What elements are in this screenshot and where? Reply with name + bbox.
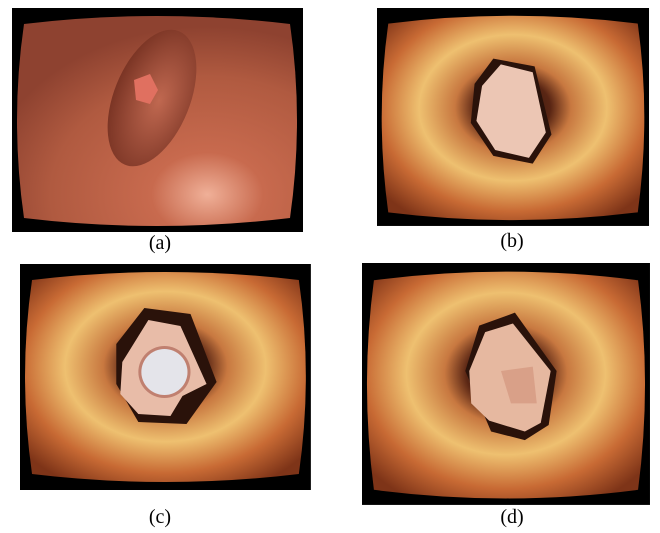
- panel-d-image: [362, 263, 650, 505]
- figure: (a) (b) (c) (d): [0, 0, 660, 533]
- page: {"panels": [{"label": "(a)"}, {"label": …: [0, 0, 660, 533]
- panel-a-image: [12, 8, 303, 232]
- disc: [141, 349, 187, 395]
- panel-c-image: [20, 264, 311, 490]
- caption: (b): [500, 230, 523, 252]
- caption: (c): [149, 506, 171, 528]
- panel-b-image: [377, 8, 649, 226]
- caption: (d): [500, 506, 523, 528]
- caption: (a): [149, 232, 171, 254]
